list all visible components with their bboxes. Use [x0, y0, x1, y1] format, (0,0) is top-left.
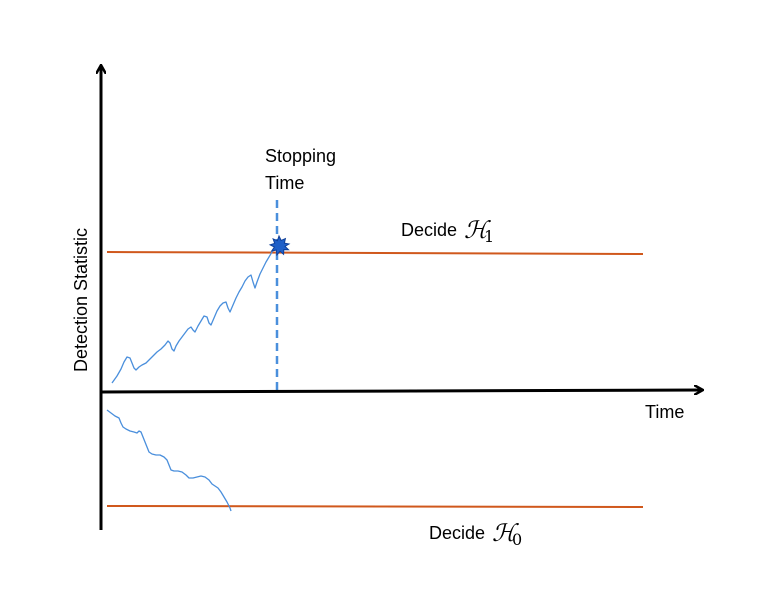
x-axis-label: Time [645, 402, 684, 422]
decide-h0-label: Decide ℋ 0 [429, 519, 522, 549]
stopping-label-line2: Time [265, 173, 304, 193]
upper-threshold-line [106, 251, 644, 255]
decide-h1-symbol: ℋ [464, 216, 491, 244]
decide-h0-subscript: 0 [512, 530, 522, 549]
decide-h1-subscript: 1 [484, 227, 494, 246]
x-axis [100, 390, 702, 392]
lower-threshold-line [106, 505, 644, 508]
decide-h0-word: Decide [429, 523, 485, 543]
decide-h1-label: Decide ℋ 1 [401, 216, 494, 246]
decide-h0-symbol: ℋ [492, 519, 519, 547]
stopping-point-marker [268, 234, 291, 257]
stopping-label-line1: Stopping [265, 146, 336, 166]
y-axis-label: Detection Statistic [71, 228, 91, 372]
decide-h1-word: Decide [401, 220, 457, 240]
upper-random-walk [111, 244, 279, 384]
lower-random-walk [106, 409, 232, 512]
